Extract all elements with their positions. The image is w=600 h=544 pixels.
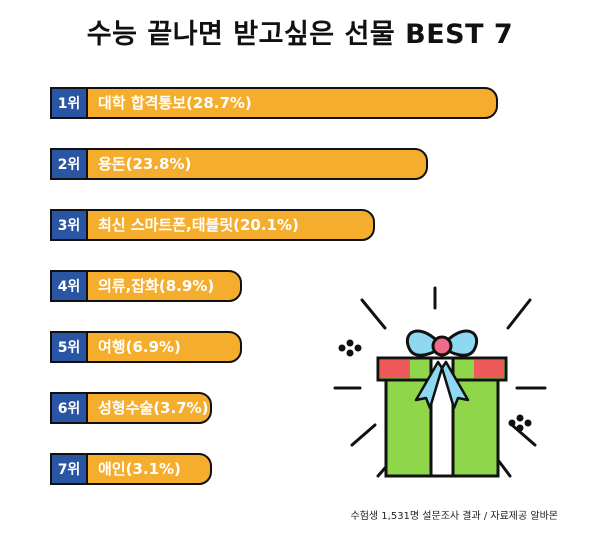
bar: 성형수술(3.7%) bbox=[86, 392, 212, 424]
bar: 여행(6.9%) bbox=[86, 331, 242, 363]
bar: 용돈(23.8%) bbox=[86, 148, 428, 180]
bar: 애인(3.1%) bbox=[86, 453, 212, 485]
bar-label: 성형수술(3.7%) bbox=[98, 399, 209, 417]
rank-badge: 6위 bbox=[50, 392, 88, 424]
rank-badge: 5위 bbox=[50, 331, 88, 363]
bar: 의류,잡화(8.9%) bbox=[86, 270, 242, 302]
rank-badge: 4위 bbox=[50, 270, 88, 302]
bar: 대학 합격통보(28.7%) bbox=[86, 87, 498, 119]
bar-label: 용돈(23.8%) bbox=[98, 155, 192, 173]
chart-title: 수능 끝나면 받고싶은 선물 BEST 7 bbox=[86, 19, 514, 50]
rank-badge: 7위 bbox=[50, 453, 88, 485]
rank-badge: 1위 bbox=[50, 87, 88, 119]
bar-label: 대학 합격통보(28.7%) bbox=[98, 94, 252, 112]
rank-badge: 2위 bbox=[50, 148, 88, 180]
source-note: 수험생 1,531명 설문조사 결과 / 자료제공 알바몬 bbox=[350, 511, 558, 522]
rank-badge: 3위 bbox=[50, 209, 88, 241]
bar-label: 최신 스마트폰,태블릿(20.1%) bbox=[98, 216, 299, 234]
gift-box-icon bbox=[333, 286, 547, 478]
bar-label: 애인(3.1%) bbox=[98, 460, 181, 478]
bar: 최신 스마트폰,태블릿(20.1%) bbox=[86, 209, 375, 241]
bar-label: 의류,잡화(8.9%) bbox=[98, 277, 215, 295]
bar-label: 여행(6.9%) bbox=[98, 338, 181, 356]
